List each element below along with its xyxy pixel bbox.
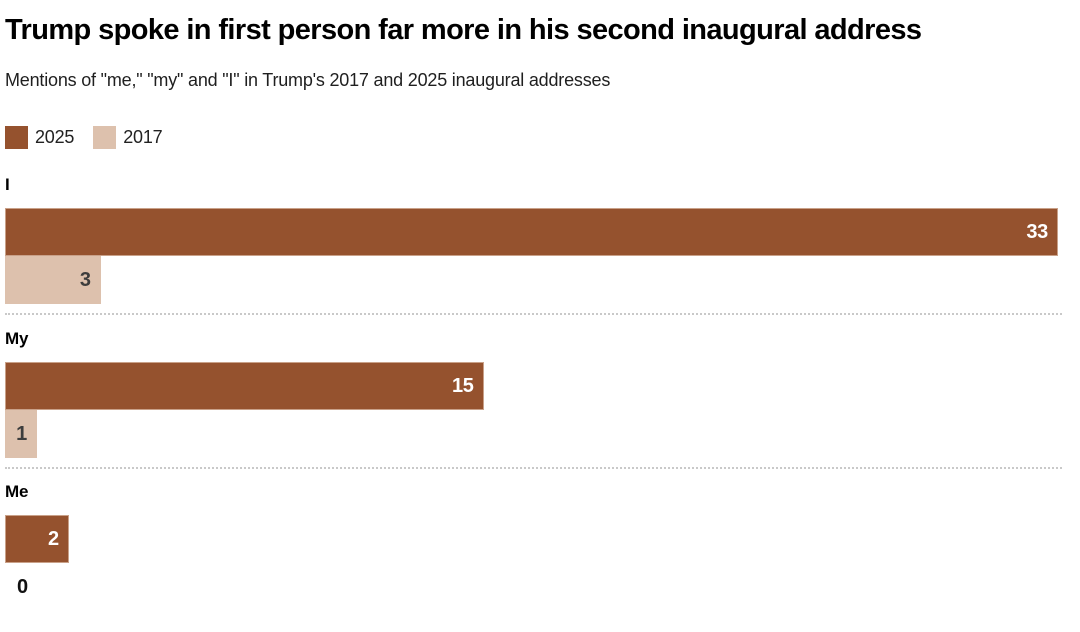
- bar-2017-i: 3: [5, 256, 101, 304]
- bar-2025-my: 15: [5, 362, 484, 410]
- legend-item-2017: 2017: [93, 126, 163, 149]
- bar-value-2017-i: 3: [79, 268, 91, 291]
- bar-2017-me: 0: [5, 563, 1058, 611]
- bar-2017-my: 1: [5, 410, 37, 458]
- group-separator: [5, 313, 1062, 315]
- group-separator: [5, 467, 1062, 469]
- bar-row-2025-i: 33: [5, 208, 1058, 256]
- bar-group-me: 2 0: [5, 515, 1058, 611]
- bar-value-2025-my: 15: [451, 374, 474, 397]
- bar-value-2025-i: 33: [1026, 220, 1048, 243]
- bar-value-2017-me: 0: [17, 575, 28, 598]
- bar-2025-me: 2: [5, 515, 69, 563]
- bar-group-my: 15 1: [5, 362, 1058, 458]
- bar-row-2025-my: 15: [5, 362, 1058, 410]
- legend: 2025 2017: [5, 126, 1058, 149]
- bar-2025-i: 33: [5, 208, 1058, 256]
- legend-item-2025: 2025: [5, 126, 74, 149]
- category-label-me: Me: [5, 482, 29, 501]
- category-label-my: My: [5, 329, 29, 348]
- bar-value-2025-me: 2: [47, 527, 59, 550]
- bar-value-2017-my: 1: [16, 422, 27, 445]
- bar-group-i: 33 3: [5, 208, 1058, 304]
- legend-swatch-2017: [93, 126, 117, 149]
- category-label-i: I: [5, 175, 10, 194]
- bar-row-2017-me: 0: [5, 563, 1058, 611]
- bar-row-2025-me: 2: [5, 515, 1058, 563]
- legend-label-2017: 2017: [123, 127, 163, 147]
- bar-row-2017-my: 1: [5, 410, 1058, 458]
- legend-label-2025: 2025: [35, 127, 75, 147]
- chart-container: Trump spoke in first person far more in …: [5, 14, 1062, 611]
- chart-subtitle: Mentions of "me," "my" and "I" in Trump'…: [5, 70, 611, 90]
- legend-swatch-2025: [5, 126, 28, 149]
- bar-row-2017-i: 3: [5, 256, 1058, 304]
- chart-title: Trump spoke in first person far more in …: [5, 14, 922, 46]
